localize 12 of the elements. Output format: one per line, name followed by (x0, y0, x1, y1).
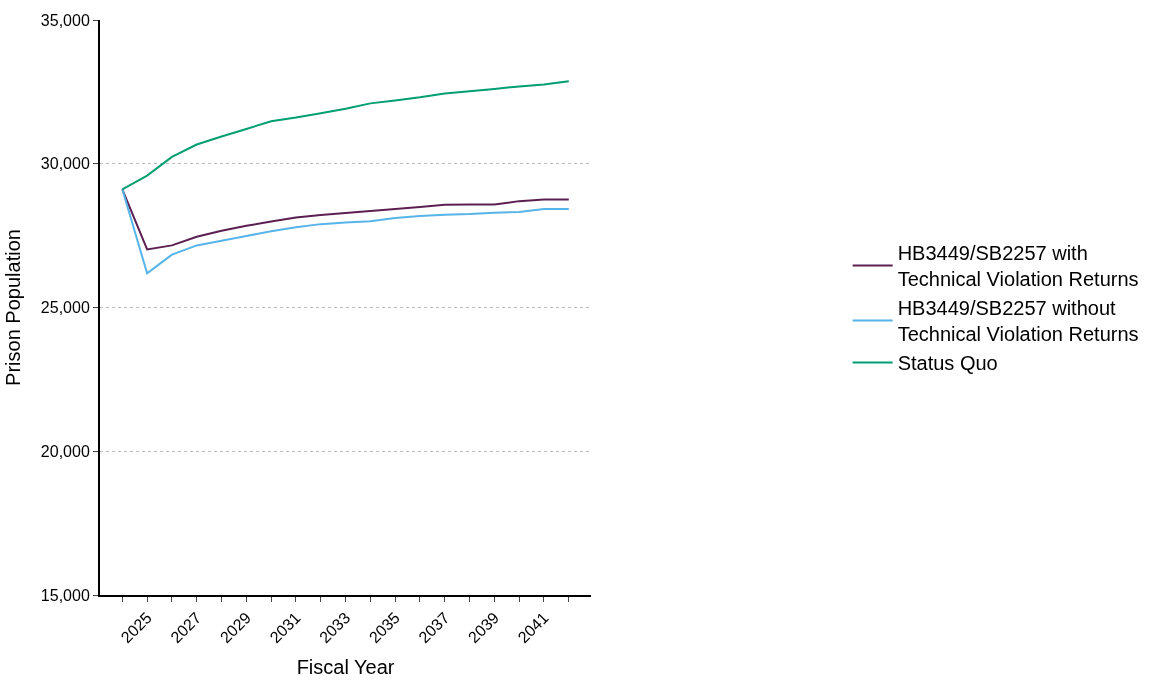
line-series (121, 188, 570, 275)
y-tick-label: 15,000 (40, 586, 90, 604)
legend-label: Status Quo (897, 352, 998, 375)
legend-label: HB3449/SB2257 without Technical Violation Returns (897, 297, 1139, 346)
y-tick-label: 35,000 (40, 11, 90, 29)
y-tick-label: 25,000 (40, 299, 90, 317)
legend-label: HB3449/SB2257 with Technical Violation Returns (897, 242, 1139, 291)
y-tick-label: 20,000 (40, 442, 90, 460)
line-series (121, 80, 570, 191)
y-axis-title: Prison Population (1, 229, 24, 386)
y-tick-label: 30,000 (40, 155, 90, 173)
x-axis-title: Fiscal Year (296, 656, 395, 679)
